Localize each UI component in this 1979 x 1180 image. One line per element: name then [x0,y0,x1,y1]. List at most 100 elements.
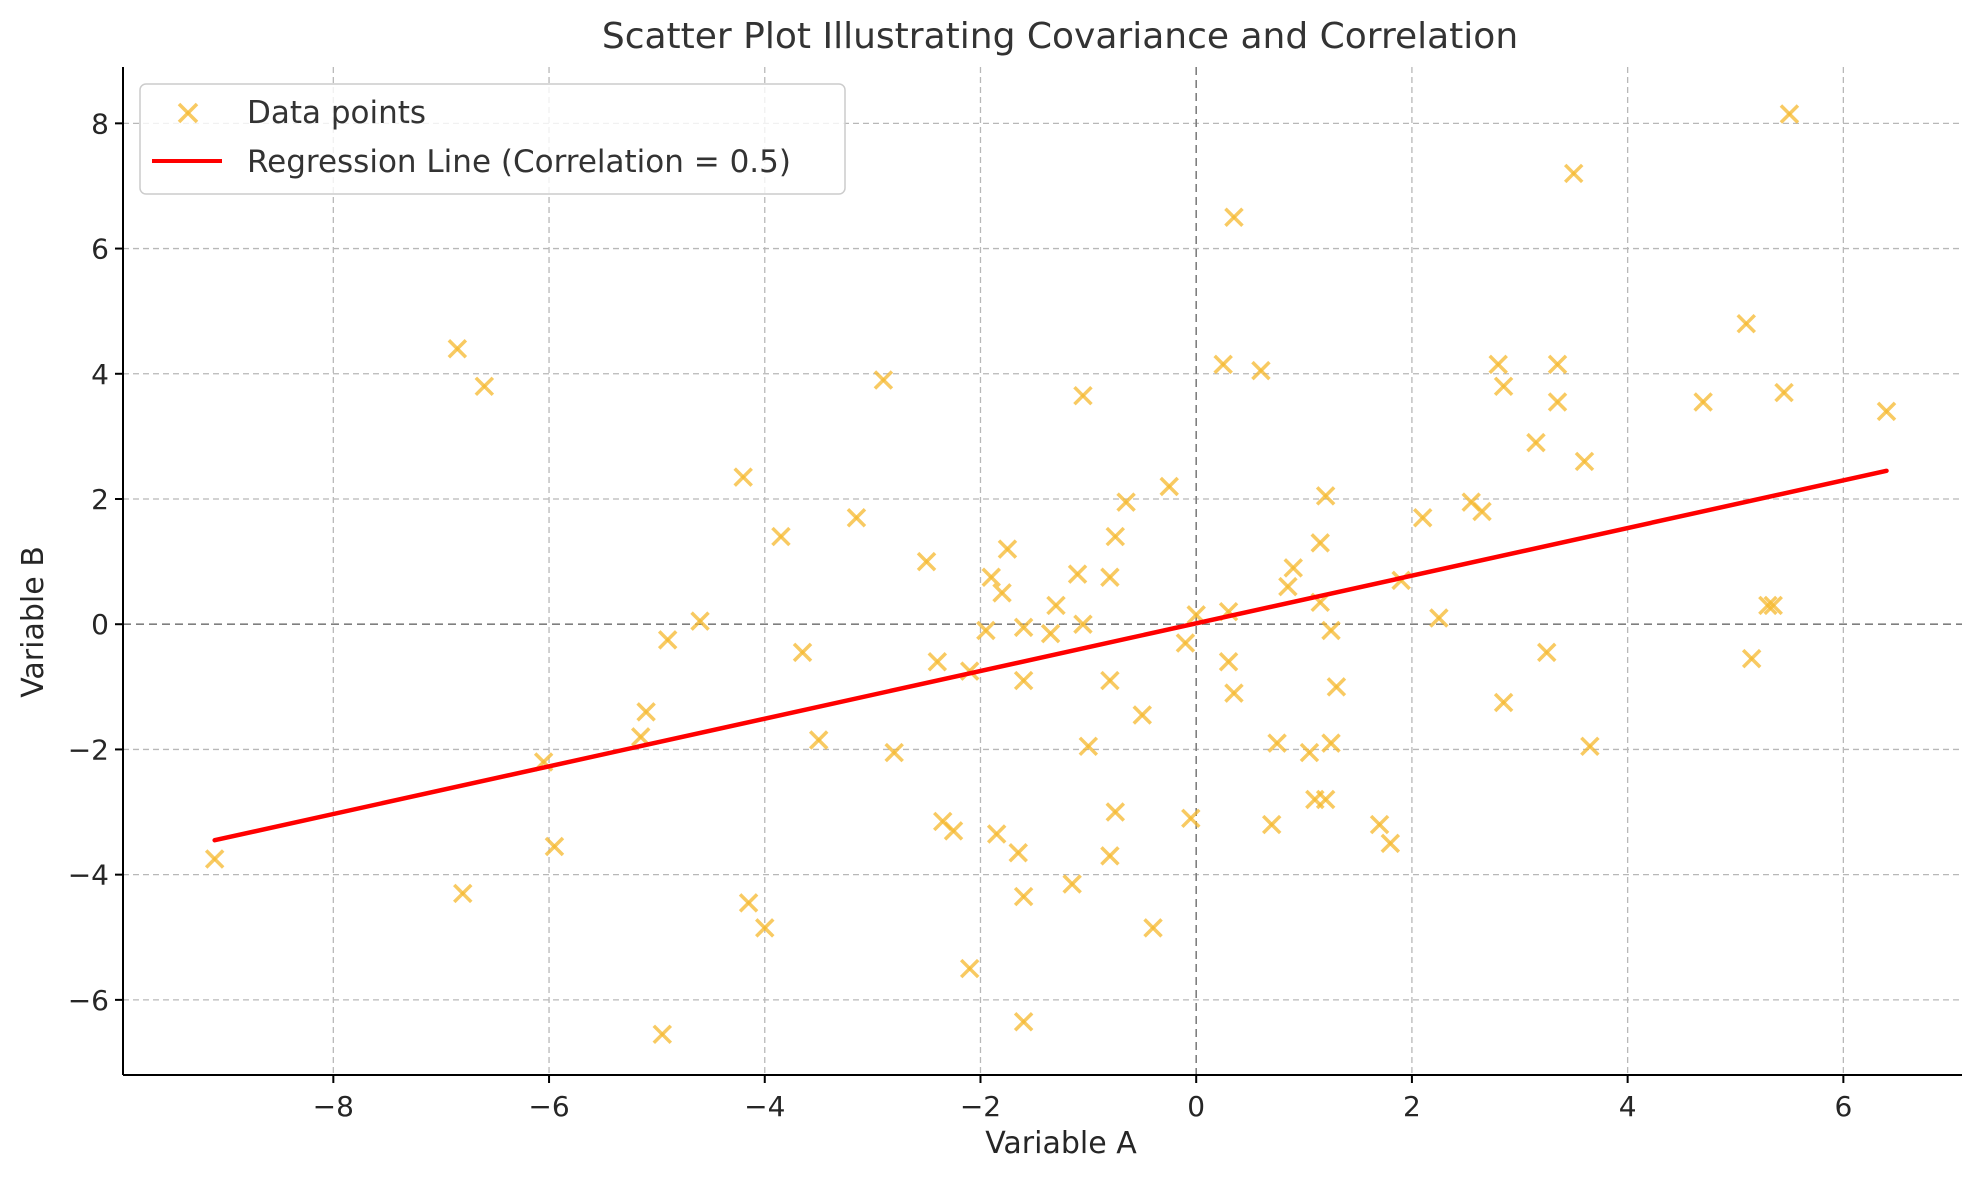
data-point [755,918,775,938]
y-tick-label: 0 [91,608,109,641]
data-point [1143,918,1163,938]
data-points [204,104,1897,1045]
data-point [771,526,791,547]
data-point [738,893,759,913]
chart-title: Scatter Plot Illustrating Covariance and… [602,16,1518,57]
data-point [884,742,904,763]
data-point [1299,742,1320,763]
data-point [1278,576,1298,597]
data-point [1526,432,1546,453]
data-point [1073,385,1093,406]
data-point [873,370,894,390]
data-point [474,376,495,397]
data-point [453,883,473,904]
x-tick-label: −8 [313,1090,354,1123]
data-point [1100,846,1120,866]
x-axis-label: Variable A [985,1126,1137,1161]
grid [123,67,1962,1075]
data-point [1493,376,1514,397]
y-tick-label: 4 [91,358,109,391]
data-point [1876,401,1897,422]
data-point [1321,620,1341,641]
data-point [1105,526,1126,547]
data-point [1008,843,1028,863]
data-point [1213,354,1233,375]
data-point [1310,533,1330,553]
legend: Data points Regression Line (Correlation… [139,83,846,195]
data-point [1116,492,1136,512]
data-point [1412,508,1433,528]
x-tick-label: −4 [744,1090,785,1123]
data-point [1181,808,1201,829]
data-point [733,467,753,487]
data-point [1563,163,1584,184]
data-point [997,539,1018,559]
data-point [1073,614,1093,634]
data-point [1574,451,1595,472]
x-tick-label: 0 [1187,1090,1205,1123]
data-point [1224,207,1244,227]
data-point [1315,789,1336,810]
data-point [1078,736,1099,757]
data-point [204,849,225,869]
data-point [927,652,948,672]
legend-label-data-points: Data points [247,95,426,131]
zero-lines [123,67,1962,1075]
y-tick-label: −2 [68,733,109,766]
data-point [1040,623,1061,644]
legend-marker-data-points [177,102,199,124]
data-point [544,836,565,857]
data-point [1321,733,1341,753]
data-point [916,551,937,572]
x-tick-label: −6 [528,1090,569,1123]
data-point [1013,1012,1034,1032]
data-point [808,730,829,750]
data-point [1758,595,1778,616]
data-point [1774,382,1794,403]
data-point [690,611,710,631]
legend-box [139,83,846,195]
data-point [1369,814,1390,835]
data-point [1326,677,1347,697]
data-point [1380,833,1401,854]
data-point [1488,354,1508,375]
data-point [1493,692,1514,713]
data-point [992,583,1012,603]
data-point [1105,802,1126,822]
data-point [1472,501,1492,522]
y-tick-label: 8 [91,107,109,140]
data-point [1741,648,1762,669]
data-point [1283,558,1304,578]
y-tick-label: 2 [91,483,109,516]
regression-line [212,468,1889,843]
data-point [1159,476,1179,497]
data-point [636,702,656,722]
data-point [1580,736,1600,757]
data-point [959,958,980,979]
data-point [1013,617,1034,638]
x-tick-label: −2 [960,1090,1001,1123]
data-point [447,339,468,359]
data-point [1429,608,1449,628]
y-axis-label: Variable B [16,546,51,698]
data-point [1547,354,1568,375]
data-point [1132,705,1153,725]
data-point [1062,874,1082,894]
x-tick-label: 2 [1403,1090,1421,1123]
data-point [1693,392,1713,412]
data-point [1267,733,1287,753]
data-point [1013,670,1034,691]
data-point [1013,886,1034,907]
data-point [792,642,813,663]
legend-label-regression-line: Regression Line (Correlation = 0.5) [247,144,791,180]
data-point [1100,670,1120,691]
data-point [1315,486,1336,506]
data-point [1218,652,1239,672]
data-point [1224,683,1244,703]
data-point [943,821,964,841]
data-point [1779,104,1800,124]
data-point [1046,595,1066,616]
y-tick-label: −4 [68,859,109,892]
regression-line-layer [212,468,1889,843]
